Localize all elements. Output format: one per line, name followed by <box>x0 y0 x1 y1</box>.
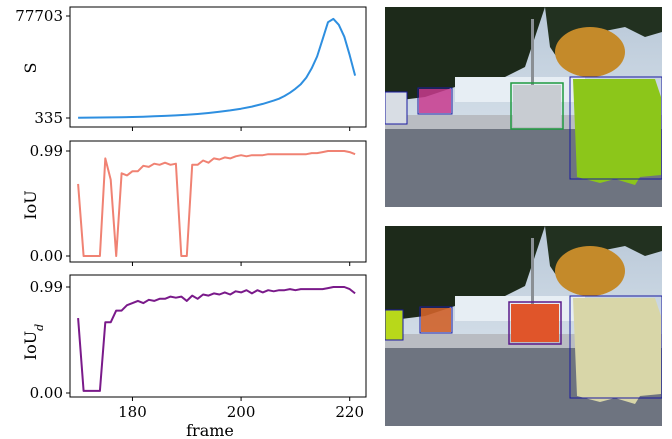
x-tick-label: 220 <box>335 403 364 421</box>
box-left <box>385 91 408 125</box>
lamp-post <box>531 19 534 114</box>
series-line <box>77 286 356 392</box>
green-suv <box>573 79 661 185</box>
axes-frame <box>69 6 367 128</box>
orange-car <box>421 308 451 332</box>
trees-right <box>545 7 662 62</box>
axes-frame <box>69 140 367 263</box>
x-tick-label: 180 <box>118 403 147 421</box>
yellow-car-left <box>385 310 403 340</box>
trees <box>385 7 545 102</box>
autumn-tree <box>555 246 625 296</box>
trees-right <box>545 226 662 281</box>
x-axis-label: frame <box>186 421 234 439</box>
parked-car-left <box>385 92 407 124</box>
y-tick-label: 0.99 <box>30 142 63 160</box>
series-line <box>77 150 356 257</box>
box-left <box>385 309 404 341</box>
white-car <box>513 85 561 127</box>
cream-suv <box>573 298 661 404</box>
y-axis-label: IoU <box>21 190 40 219</box>
box-suv <box>569 76 662 180</box>
y-tick-label: 0.00 <box>30 247 63 265</box>
box-suv <box>569 295 662 399</box>
autumn-tree <box>555 27 625 77</box>
box-green <box>510 82 564 130</box>
y-tick-label: 77703 <box>15 7 63 25</box>
y-tick-label: 0.00 <box>30 384 63 402</box>
x-tick-label: 200 <box>227 403 256 421</box>
y-axis-label: S <box>21 63 40 74</box>
lamp-post <box>531 238 534 333</box>
top-frame-image <box>385 7 662 207</box>
plots-panel: 77703 335 S 0.99 0.00 IoU 0.99 0.00 IoUd 180 200 22… <box>15 6 367 439</box>
box-orange <box>419 306 453 334</box>
y-axis-label: IoUd <box>21 324 46 360</box>
bottom-frame-image <box>385 226 662 426</box>
y-tick-label: 335 <box>34 109 63 127</box>
trees <box>385 226 545 321</box>
axes-frame <box>69 274 367 398</box>
y-axis-label-subscript: d <box>33 324 46 331</box>
red-car <box>511 304 559 342</box>
box-pink <box>417 87 453 115</box>
pink-car <box>419 89 451 113</box>
y-tick-label: 0.99 <box>30 278 63 296</box>
series-line <box>78 17 357 119</box>
box-purple <box>508 301 562 345</box>
